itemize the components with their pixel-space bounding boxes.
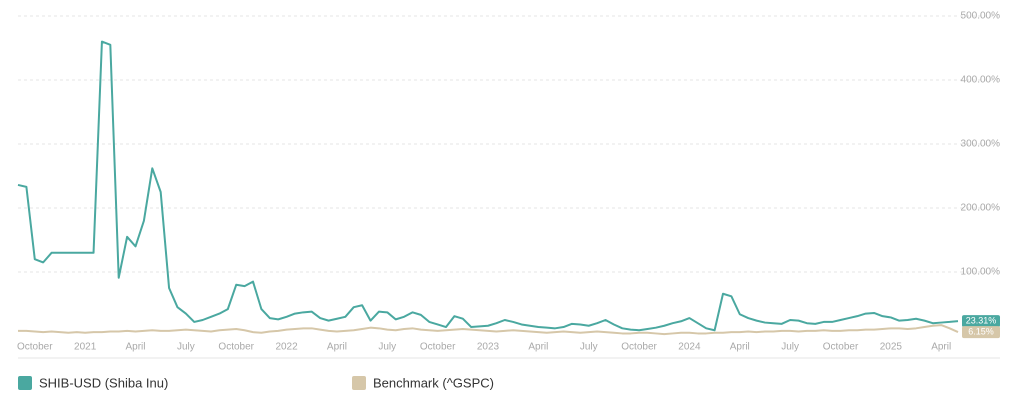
x-tick-label: July [781,342,799,353]
x-tick-label: October [17,342,53,353]
x-tick-label: April [327,342,347,353]
x-tick-label: 2025 [880,342,903,353]
legend-label: Benchmark (^GSPC) [373,375,494,390]
y-tick-label: 300.00% [961,139,1001,150]
series-line [17,40,959,332]
x-tick-label: July [378,342,396,353]
x-tick-label: 2022 [275,342,298,353]
y-tick-label: 200.00% [961,203,1001,214]
x-tick-label: October [420,342,456,353]
x-tick-label: July [580,342,598,353]
series-line [18,324,959,336]
x-tick-label: April [125,342,145,353]
x-tick-label: April [931,342,951,353]
x-tick-label: October [218,342,254,353]
x-tick-label: July [177,342,195,353]
x-tick-label: 2023 [477,342,500,353]
x-tick-label: October [621,342,657,353]
legend-label: SHIB-USD (Shiba Inu) [39,375,168,390]
legend-swatch [352,376,366,390]
y-tick-label: 400.00% [961,75,1001,86]
legend-item[interactable]: SHIB-USD (Shiba Inu) [18,375,168,390]
legend-swatch [18,376,32,390]
x-tick-label: October [823,342,859,353]
x-tick-label: 2024 [678,342,701,353]
y-tick-label: 100.00% [961,267,1001,278]
y-tick-label: 500.00% [961,11,1001,22]
value-badge [962,315,1000,328]
value-badge-label: 23.31% [966,315,997,325]
value-badge-label: 6.15% [968,326,994,336]
x-tick-label: April [528,342,548,353]
x-tick-label: 2021 [74,342,97,353]
value-badge [962,326,1000,339]
legend-item[interactable]: Benchmark (^GSPC) [352,375,494,390]
x-tick-label: April [730,342,750,353]
